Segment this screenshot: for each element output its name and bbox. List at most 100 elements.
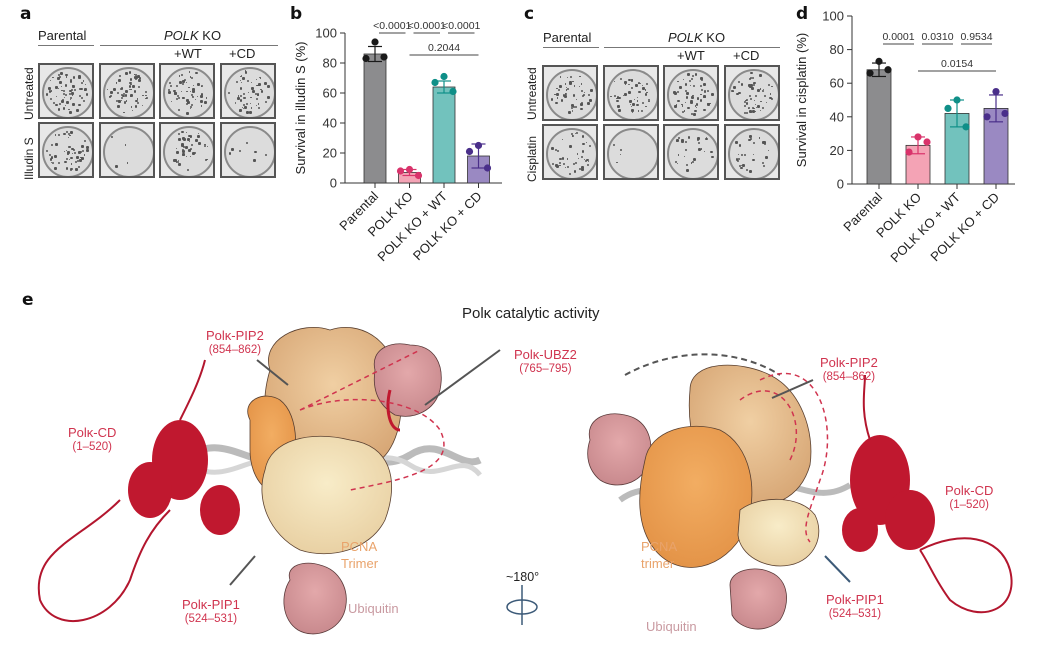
colony [194, 151, 197, 155]
colony [565, 88, 568, 91]
colony [636, 96, 638, 98]
colony [634, 98, 636, 100]
colony [110, 91, 113, 94]
left-cd-name: Polκ-CD [68, 425, 117, 440]
colony [765, 102, 767, 104]
colony [735, 141, 738, 144]
colony [566, 158, 569, 160]
colony [760, 109, 762, 111]
colony [133, 76, 137, 80]
petri-plate [546, 128, 596, 178]
colony [191, 151, 195, 155]
petri-plate [223, 67, 274, 117]
colony [565, 86, 568, 89]
colony [168, 81, 171, 84]
right-pcna-word: PCNA [641, 539, 678, 554]
colony [195, 139, 198, 142]
panel-e-title: Polκ catalytic activity [462, 305, 600, 322]
colony [253, 159, 256, 162]
colony [191, 88, 195, 92]
colony [74, 88, 77, 91]
colony [695, 103, 699, 106]
data-point [431, 78, 439, 87]
left-pip2-arrow [256, 359, 289, 386]
petri-plate [667, 128, 717, 178]
colony [174, 92, 177, 95]
panel-c-letter: c [524, 4, 535, 24]
colony [145, 91, 148, 94]
left-pip1-arrow [229, 555, 256, 586]
x-tick-label: POLK KO + WT [887, 189, 963, 265]
colony [628, 91, 631, 94]
colony [59, 81, 62, 84]
colony [756, 104, 760, 108]
colony [197, 83, 201, 87]
colony [81, 82, 83, 84]
colony [693, 158, 696, 161]
colony [50, 90, 53, 93]
colony [265, 154, 267, 156]
panel-a-row-label-illudin: Illudin S [22, 137, 36, 180]
colony [64, 160, 67, 164]
colony [575, 105, 578, 108]
petri-plate [727, 128, 778, 178]
colony [80, 156, 84, 160]
colony [684, 83, 688, 86]
colony [743, 101, 746, 104]
colony [55, 103, 58, 107]
colony [585, 142, 587, 144]
colony [176, 161, 178, 163]
colony [109, 95, 112, 98]
colony [709, 150, 713, 154]
colony [71, 89, 73, 91]
p-value-label: 0.2044 [428, 42, 460, 54]
colony [239, 99, 243, 103]
right-pip1-range: (524–531) [828, 608, 882, 620]
colony [751, 86, 755, 90]
colony [126, 162, 129, 164]
colony [267, 85, 270, 88]
colony [750, 111, 753, 113]
colony [123, 111, 125, 113]
colony [569, 76, 572, 79]
colony [737, 80, 740, 83]
panel-a-letter: a [20, 4, 32, 24]
colony [689, 84, 691, 86]
colony [260, 88, 262, 90]
left-ubiquitin-label: Ubiquitin [348, 601, 399, 616]
colony [631, 108, 635, 112]
colony [556, 165, 560, 168]
colony [737, 159, 740, 162]
colony [617, 96, 621, 100]
colony [80, 144, 84, 148]
right-cd-range: (1–520) [949, 499, 990, 511]
colony [744, 153, 747, 156]
colony [740, 83, 744, 86]
colony [234, 102, 237, 104]
data-point [380, 53, 388, 61]
data-point [396, 167, 405, 175]
colony [186, 103, 188, 105]
colony [136, 97, 139, 100]
right-ubiquitin-label: Ubiquitin [646, 619, 697, 634]
colony [736, 92, 739, 96]
colony [80, 156, 82, 158]
y-tick-label: 0 [837, 177, 844, 192]
colony [135, 76, 139, 80]
colony [255, 105, 257, 107]
colony [189, 76, 192, 79]
colony [66, 101, 69, 105]
colony [70, 156, 73, 160]
colony [121, 93, 124, 96]
colony [245, 141, 248, 144]
right-pip1-label: Polκ-PIP1 (524–531) [826, 592, 884, 622]
colony [116, 104, 120, 108]
colony [683, 79, 685, 81]
colony [767, 84, 770, 87]
colony [173, 158, 177, 162]
right-pip1-arrow [824, 555, 851, 583]
colony [178, 163, 182, 167]
left-pip2-range: (854–862) [208, 344, 262, 356]
colony [645, 105, 647, 108]
